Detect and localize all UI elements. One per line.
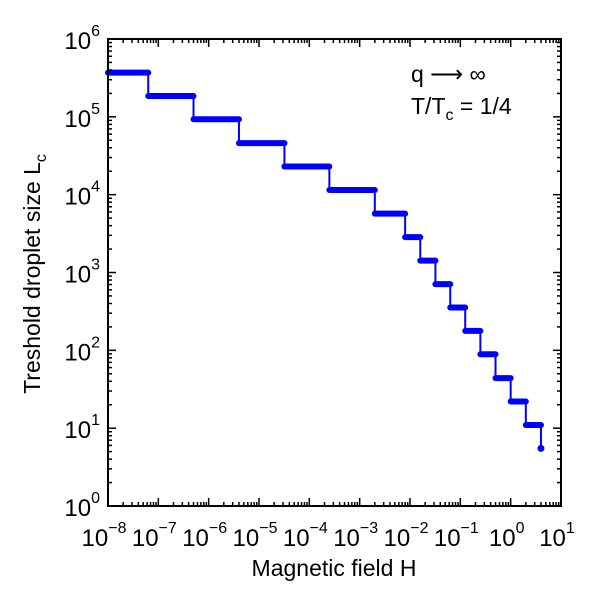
y-tick-label: 102 [64,334,100,366]
y-tick-label-exponent: 1 [91,412,100,429]
x-tick-label-base: 10 [489,525,516,552]
y-tick-label: 101 [64,412,100,444]
plot-frame [107,38,562,507]
x-tick-label: 101 [539,520,575,552]
x-tick-label-exponent: 0 [516,520,525,537]
annotation-line2-main: T/T [411,93,446,119]
x-tick-label-exponent: −3 [360,520,378,537]
x-tick-label-base: 10 [132,525,159,552]
x-tick-label-base: 10 [182,525,209,552]
x-tick-label-base: 10 [82,525,109,552]
x-tick-label-base: 10 [434,525,461,552]
y-axis-title-sub: c [33,154,50,162]
y-tick-label-base: 10 [64,262,91,289]
x-tick-label-exponent: −5 [259,520,277,537]
y-tick-label-exponent: 4 [91,179,100,196]
x-tick-label: 10−2 [384,520,429,552]
y-tick-label-exponent: 0 [91,490,100,507]
x-tick-label-exponent: 1 [566,520,575,537]
annotation-line2: T/Tc = 1/4 [411,93,512,124]
plot-layer [105,69,545,452]
y-tick-label-exponent: 5 [91,101,100,118]
y-axis-title: Treshold droplet size Lc [19,154,50,394]
y-tick-label: 103 [64,257,100,289]
y-tick-label-base: 10 [64,339,91,366]
x-tick-label: 10−5 [233,520,278,552]
y-tick-label-base: 10 [64,28,91,55]
x-tick-label: 10−7 [132,520,177,552]
data-point [537,444,545,452]
y-tick-label-base: 10 [64,184,91,211]
x-tick-label-base: 10 [233,525,260,552]
x-tick-label: 10−6 [182,520,227,552]
x-axis-title: Magnetic field H [252,555,417,581]
x-tick-label-exponent: −1 [461,520,479,537]
x-tick-label-exponent: −2 [410,520,428,537]
x-tick-label: 10−4 [283,520,328,552]
y-axis-title-main: Treshold droplet size L [19,162,45,394]
x-tick-label-base: 10 [384,525,411,552]
y-tick-label-base: 10 [64,106,91,133]
x-tick-label-exponent: −6 [209,520,227,537]
y-tick-label-exponent: 3 [91,257,100,274]
x-tick-label-exponent: −4 [310,520,328,537]
x-tick-label: 10−1 [434,520,479,552]
y-tick-label: 100 [64,490,100,522]
y-tick-label: 106 [64,23,100,55]
annotation-line2-rest: = 1/4 [454,93,512,119]
x-tick-label: 10−3 [333,520,378,552]
x-tick-label-exponent: −7 [159,520,177,537]
y-tick-label-exponent: 2 [91,334,100,351]
y-tick-label-exponent: 6 [91,23,100,40]
y-tick-label: 104 [64,179,100,211]
x-tick-label: 10−8 [82,520,127,552]
annotation-line2-sub: c [446,107,454,124]
tick-labels-layer: 10−8 10−7 10−6 10−5 10−4 10−3 10−2 10−1 100 10110… [64,23,575,552]
y-tick-label: 105 [64,101,100,133]
data-step-line [108,71,542,449]
x-tick-label-base: 10 [283,525,310,552]
x-tick-label: 100 [489,520,525,552]
annotation-line1: q ⟶ ∞ [411,61,486,87]
annotation: q ⟶ ∞ T/Tc = 1/4 [411,61,512,124]
y-tick-label-base: 10 [64,417,91,444]
y-tick-label-base: 10 [64,495,91,522]
x-tick-label-base: 10 [333,525,360,552]
x-tick-label-base: 10 [539,525,566,552]
x-tick-label-exponent: −8 [108,520,126,537]
